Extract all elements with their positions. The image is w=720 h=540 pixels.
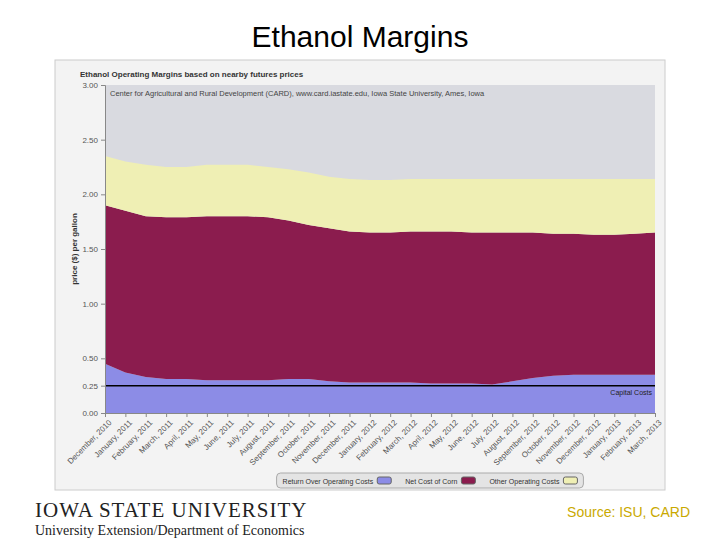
x-tick-mark bbox=[248, 413, 249, 417]
chart-title: Ethanol Operating Margins based on nearb… bbox=[80, 70, 304, 79]
x-tick-mark bbox=[186, 413, 187, 417]
y-tick-mark bbox=[101, 249, 105, 250]
y-tick: 0.25 bbox=[82, 382, 105, 391]
footer-department: University Extension/Department of Econo… bbox=[35, 523, 304, 538]
x-tick-mark bbox=[105, 413, 106, 417]
legend-swatch bbox=[563, 477, 577, 484]
y-axis: 0.00 0.25 0.50 1.00 1.50 2.00 2.50 3.00 bbox=[82, 81, 105, 418]
x-tick-mark bbox=[207, 413, 208, 417]
x-tick-mark bbox=[227, 413, 228, 417]
y-tick-mark bbox=[101, 358, 105, 359]
capital-costs-line bbox=[105, 385, 655, 387]
x-tick-mark bbox=[614, 413, 615, 417]
legend-item: Net Cost of Corn bbox=[405, 477, 475, 485]
x-tick-mark bbox=[309, 413, 310, 417]
x-tick-mark bbox=[390, 413, 391, 417]
footer-wordmark: IOWA STATE UNIVERSITY bbox=[35, 498, 307, 522]
footer-source: Source: ISU, CARD bbox=[567, 504, 690, 520]
capital-costs-label: Capital Costs bbox=[610, 389, 652, 397]
legend-box bbox=[277, 473, 584, 488]
x-tick-mark bbox=[125, 413, 126, 417]
y-tick: 0.50 bbox=[82, 354, 105, 363]
y-tick-label: 1.50 bbox=[82, 245, 98, 254]
legend-swatch bbox=[461, 477, 475, 484]
legend-item: Other Operating Costs bbox=[489, 477, 577, 486]
area-series bbox=[105, 156, 655, 235]
chart-panel bbox=[55, 60, 665, 490]
legend-label: Other Operating Costs bbox=[489, 478, 560, 486]
legend-swatch bbox=[377, 477, 391, 484]
x-tick-mark bbox=[370, 413, 371, 417]
x-tick-mark bbox=[411, 413, 412, 417]
legend-label: Net Cost of Corn bbox=[405, 478, 457, 485]
legend-label: Return Over Operating Costs bbox=[283, 478, 374, 486]
x-tick-mark bbox=[533, 413, 534, 417]
y-tick: 3.00 bbox=[82, 81, 105, 90]
y-tick-label: 0.25 bbox=[82, 382, 98, 391]
y-tick-mark bbox=[101, 194, 105, 195]
x-tick-mark bbox=[329, 413, 330, 417]
x-tick-mark bbox=[635, 413, 636, 417]
x-tick-mark bbox=[349, 413, 350, 417]
x-tick-mark bbox=[166, 413, 167, 417]
y-tick-label: 1.00 bbox=[82, 300, 98, 309]
y-tick: 2.50 bbox=[82, 136, 105, 145]
y-tick-label: 2.50 bbox=[82, 136, 98, 145]
y-tick-mark bbox=[101, 413, 105, 414]
y-tick: 2.00 bbox=[82, 190, 105, 199]
y-tick: 1.00 bbox=[82, 300, 105, 309]
slide: Ethanol Margins 0.00 0.25 0.50 1.00 1.50 2.00 2… bbox=[0, 0, 720, 540]
x-tick-mark bbox=[146, 413, 147, 417]
y-tick: 1.50 bbox=[82, 245, 105, 254]
y-tick-mark bbox=[101, 386, 105, 387]
x-tick-mark bbox=[553, 413, 554, 417]
y-tick-label: 2.00 bbox=[82, 190, 98, 199]
x-tick-mark bbox=[512, 413, 513, 417]
x-axis-line bbox=[106, 414, 656, 418]
plot-marks bbox=[105, 156, 655, 413]
y-tick-mark bbox=[101, 85, 105, 86]
x-tick-mark bbox=[288, 413, 289, 417]
y-tick-label: 0.50 bbox=[82, 354, 98, 363]
x-tick-mark bbox=[472, 413, 473, 417]
legend: Return Over Operating Costs Net Cost of C… bbox=[277, 473, 584, 488]
x-tick: March, 2013 bbox=[626, 413, 664, 456]
y-tick-label: 3.00 bbox=[82, 81, 98, 90]
x-tick-label: March, 2013 bbox=[626, 418, 664, 456]
y-tick-mark bbox=[101, 304, 105, 305]
x-tick-mark bbox=[451, 413, 452, 417]
x-tick-mark bbox=[492, 413, 493, 417]
x-tick-mark bbox=[431, 413, 432, 417]
x-tick-mark bbox=[574, 413, 575, 417]
x-tick-mark bbox=[655, 413, 656, 417]
y-axis-title: price ($) per gallon bbox=[70, 213, 79, 285]
slide-title: Ethanol Margins bbox=[252, 20, 469, 53]
chart-subtitle: Center for Agricultural and Rural Develo… bbox=[110, 89, 485, 98]
y-axis-line bbox=[101, 86, 106, 414]
x-tick-mark bbox=[268, 413, 269, 417]
x-axis: December, 2010January, 2011February, 201… bbox=[66, 413, 664, 468]
y-tick: 0.00 bbox=[82, 409, 105, 418]
plot-background bbox=[105, 85, 655, 413]
x-tick-mark bbox=[594, 413, 595, 417]
legend-item: Return Over Operating Costs bbox=[283, 477, 392, 486]
y-tick-label: 0.00 bbox=[82, 409, 98, 418]
y-tick-mark bbox=[101, 140, 105, 141]
